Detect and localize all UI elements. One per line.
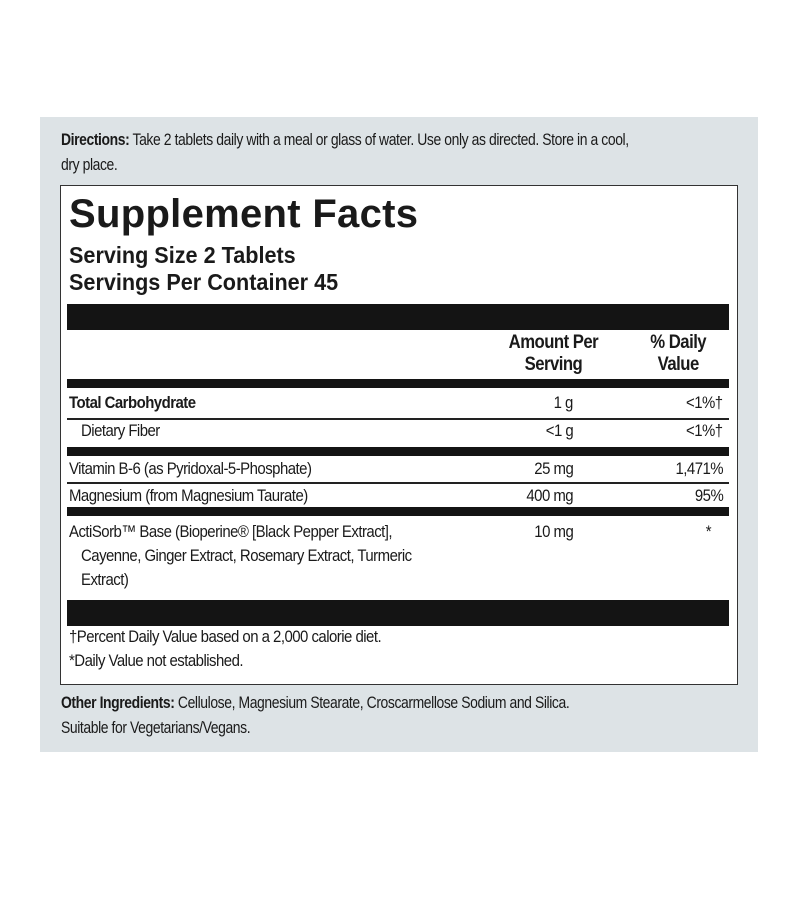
nutrient-dv: <1%† — [686, 421, 723, 440]
vegan-note: Suitable for Vegetarians/Vegans. — [61, 718, 251, 737]
divider-line — [67, 418, 729, 420]
facts-title: Supplement Facts — [69, 192, 419, 236]
supplement-facts-box: Supplement Facts Serving Size 2 Tablets … — [60, 185, 738, 685]
nutrient-name-cont: Extract) — [81, 570, 129, 589]
footnote-dv: †Percent Daily Value based on a 2,000 ca… — [69, 627, 382, 646]
divider-line — [67, 482, 729, 484]
nutrient-name: Magnesium (from Magnesium Taurate) — [69, 486, 308, 505]
nutrient-amount: 10 mg — [534, 522, 573, 541]
nutrient-dv: <1%† — [686, 393, 723, 412]
nutrient-name: Vitamin B-6 (as Pyridoxal-5-Phosphate) — [69, 459, 312, 478]
nutrient-amount: 25 mg — [534, 459, 573, 478]
other-ingredients-text: Cellulose, Magnesium Stearate, Croscarme… — [174, 693, 570, 712]
nutrient-amount: 1 g — [553, 393, 574, 412]
divider-bar — [67, 447, 729, 456]
servings-per-container: Servings Per Container 45 — [69, 269, 339, 295]
nutrient-name: ActiSorb™ Base (Bioperine® [Black Pepper… — [69, 522, 393, 541]
directions-label: Directions: — [61, 130, 130, 149]
directions-text: Take 2 tablets daily with a meal or glas… — [129, 130, 630, 149]
divider-bar — [67, 304, 729, 330]
nutrient-amount: 400 mg — [526, 486, 573, 505]
nutrient-amount: <1 g — [545, 421, 574, 440]
directions-text-cont: dry place. — [61, 155, 118, 174]
other-ingredients: Other Ingredients: Cellulose, Magnesium … — [61, 693, 570, 713]
nutrient-dv: 1,471% — [675, 459, 723, 478]
serving-size: Serving Size 2 Tablets — [69, 242, 296, 268]
divider-bar — [67, 379, 729, 388]
divider-bar — [67, 600, 729, 626]
footnote-not-established: *Daily Value not established. — [69, 651, 244, 670]
nutrient-name: Total Carbohydrate — [69, 393, 196, 412]
other-ingredients-label: Other Ingredients: — [61, 693, 175, 712]
nutrient-dv: 95% — [694, 486, 724, 505]
nutrient-dv: * — [705, 522, 712, 541]
nutrient-name: Dietary Fiber — [81, 421, 160, 440]
col-amount-header: Amount Per Serving — [508, 332, 599, 375]
divider-bar — [67, 507, 729, 516]
col-dv-header: % Daily Value — [650, 332, 707, 375]
nutrient-name-cont: Cayenne, Ginger Extract, Rosemary Extrac… — [81, 546, 412, 565]
directions: Directions: Take 2 tablets daily with a … — [61, 130, 629, 150]
